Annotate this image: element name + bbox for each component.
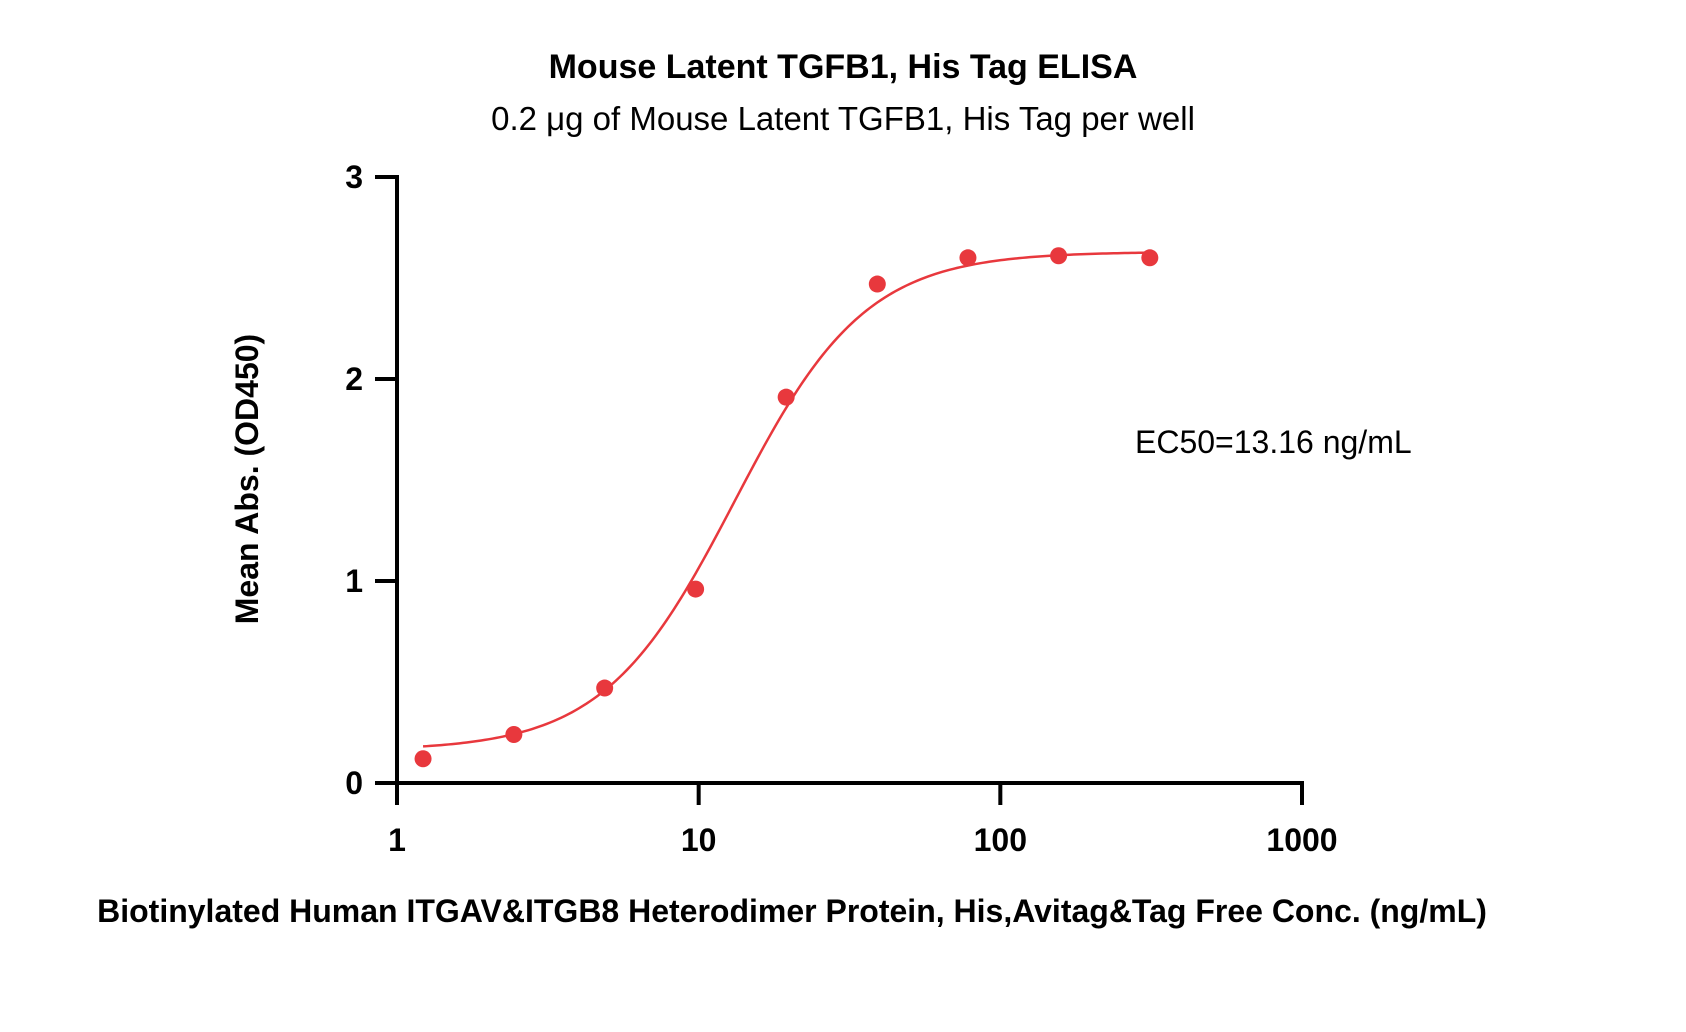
y-tick-label: 3	[345, 159, 363, 195]
x-ticks: 1 10 100 1000	[388, 783, 1338, 858]
fit-curve	[422, 251, 1150, 748]
y-tick-label: 2	[345, 361, 363, 397]
x-tick-label: 1000	[1266, 822, 1337, 858]
data-point	[1141, 249, 1159, 267]
ec50-annotation: EC50=13.16 ng/mL	[1135, 424, 1412, 460]
y-tick-label: 0	[345, 765, 363, 801]
data-point	[1050, 247, 1068, 265]
chart-subtitle: 0.2 μg of Mouse Latent TGFB1, His Tag pe…	[491, 100, 1195, 137]
y-axis-label: Mean Abs. (OD450)	[229, 334, 265, 624]
data-point	[414, 750, 432, 768]
data-point	[959, 249, 977, 267]
x-axis-label: Biotinylated Human ITGAV&ITGB8 Heterodim…	[97, 893, 1487, 929]
y-tick-label: 1	[345, 563, 363, 599]
data-point	[596, 679, 614, 697]
chart-title: Mouse Latent TGFB1, His Tag ELISA	[549, 48, 1138, 86]
data-point	[687, 580, 705, 598]
data-point	[868, 275, 886, 293]
x-tick-label: 100	[974, 822, 1027, 858]
data-point	[505, 726, 523, 744]
data-points	[414, 247, 1159, 768]
x-tick-label: 10	[681, 822, 717, 858]
y-ticks: 0 1 2 3	[345, 159, 397, 801]
x-tick-label: 1	[388, 822, 406, 858]
data-point	[777, 388, 795, 406]
